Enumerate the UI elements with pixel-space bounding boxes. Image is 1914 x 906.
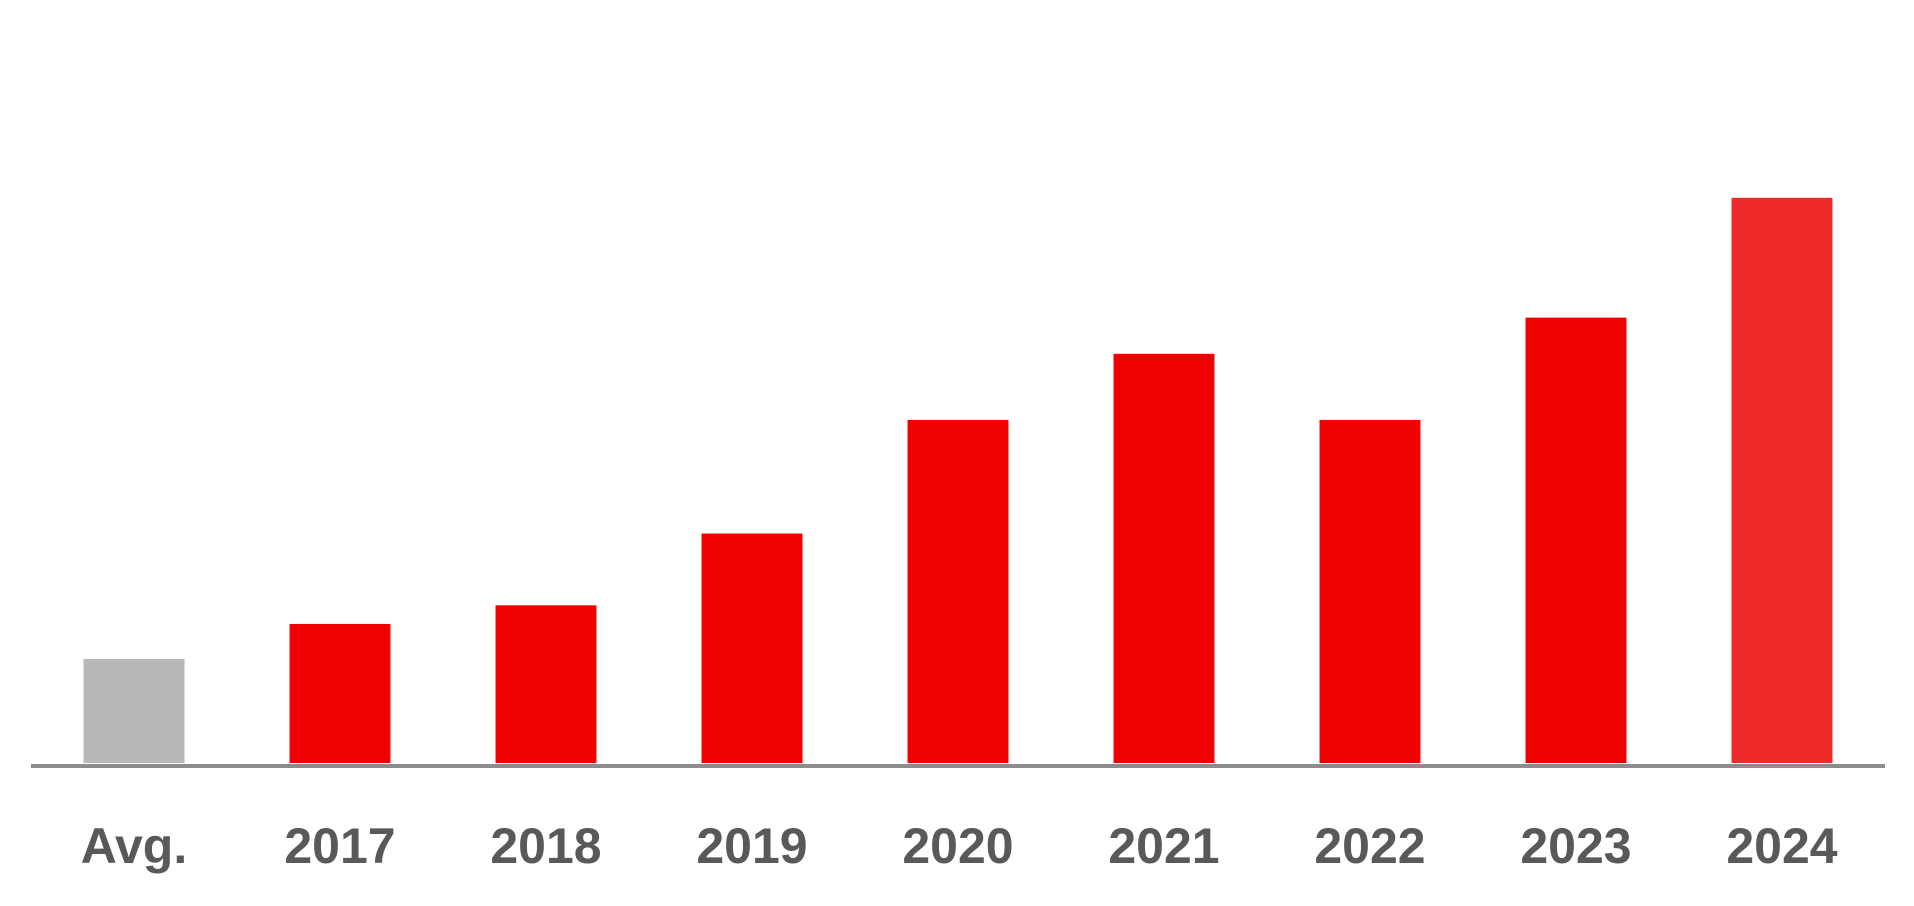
x-tick-label: 2018	[490, 818, 601, 874]
x-tick-label: 2020	[902, 818, 1013, 874]
bar	[1113, 353, 1215, 763]
bar	[495, 605, 597, 763]
x-tick-label: 2017	[284, 818, 395, 874]
bar	[1731, 197, 1833, 763]
x-tick-label: 2021	[1108, 818, 1219, 874]
bar	[1525, 317, 1627, 763]
bar	[907, 419, 1009, 763]
x-tick-label: Avg.	[81, 818, 188, 874]
x-tick-label: 2022	[1314, 818, 1425, 874]
x-tick-label: 2024	[1726, 818, 1837, 874]
x-tick-label: 2019	[696, 818, 807, 874]
bar	[701, 533, 803, 763]
bar	[289, 623, 391, 763]
x-tick-label: 2023	[1520, 818, 1631, 874]
bar	[83, 659, 185, 763]
bar	[1319, 419, 1421, 763]
